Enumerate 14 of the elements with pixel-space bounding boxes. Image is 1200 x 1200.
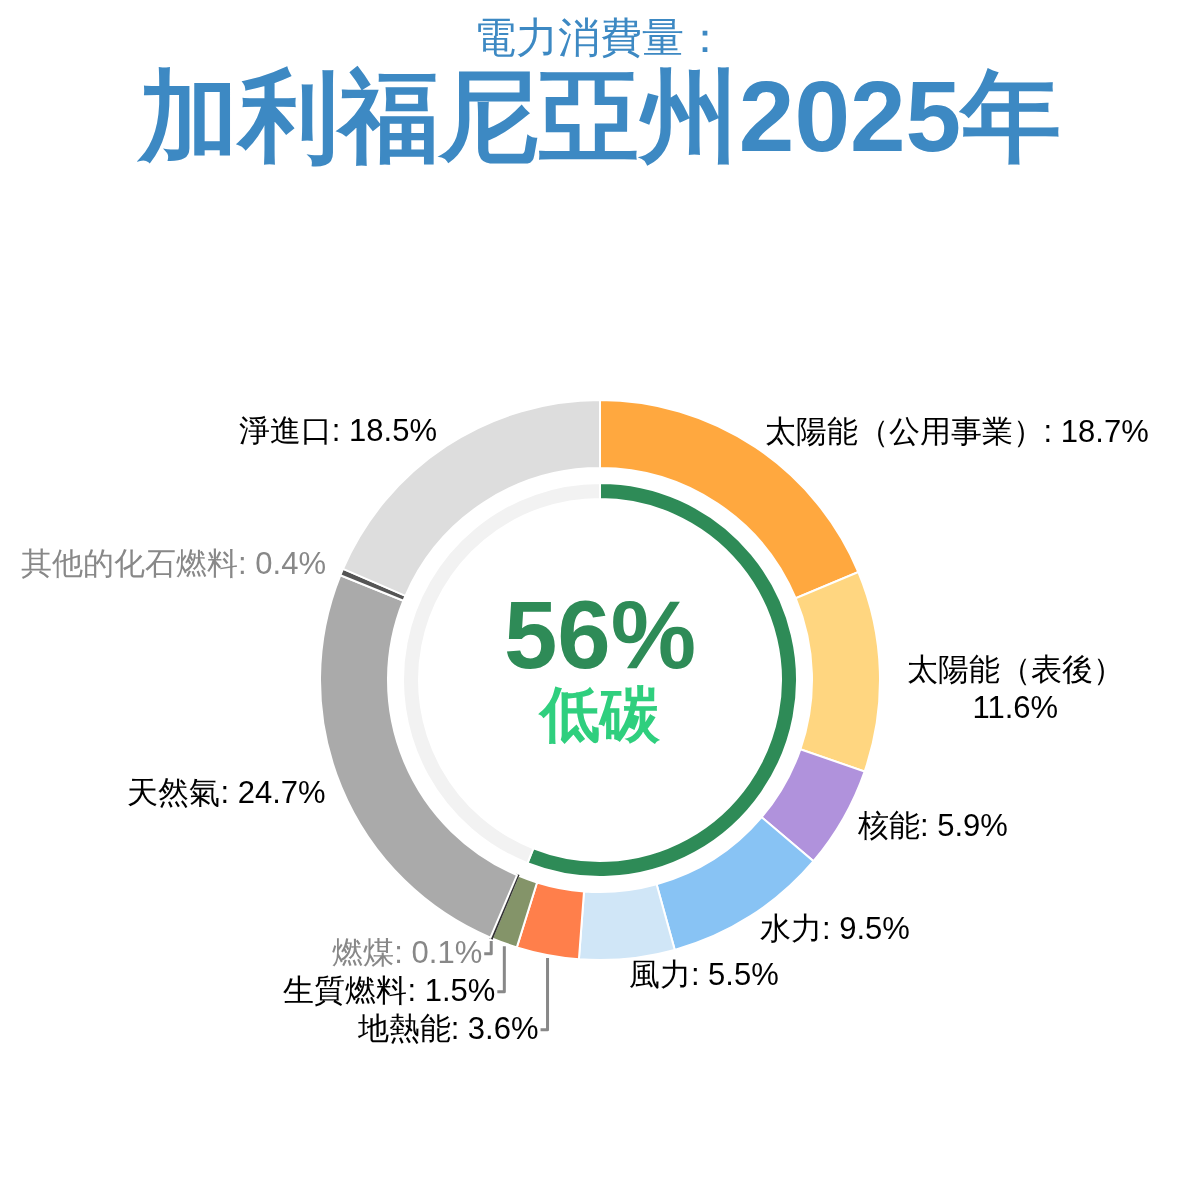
slice-label: 生質燃料: 1.5%: [283, 972, 496, 1008]
slice-label: 燃煤: 0.1%: [332, 934, 483, 970]
slice-label: 風力: 5.5%: [628, 956, 779, 992]
slice-label: 太陽能（公用事業）: 18.7%: [764, 413, 1149, 449]
slice-label: 淨進口: 18.5%: [238, 412, 437, 448]
chart-title: 加利福尼亞州2025年: [136, 60, 1063, 172]
slice-label: 天然氣: 24.7%: [127, 774, 326, 810]
slice-label: 地熱能: 3.6%: [356, 1010, 539, 1046]
slice-label: 核能: 5.9%: [856, 808, 1008, 844]
chart-subtitle: 電力消費量：: [473, 14, 727, 61]
slice-label: 太陽能（表後）: [906, 651, 1124, 687]
slice-label: 水力: 9.5%: [759, 911, 910, 947]
slice-label: 其他的化石燃料: 0.4%: [21, 546, 326, 582]
data-label: 11.6%: [972, 689, 1059, 725]
